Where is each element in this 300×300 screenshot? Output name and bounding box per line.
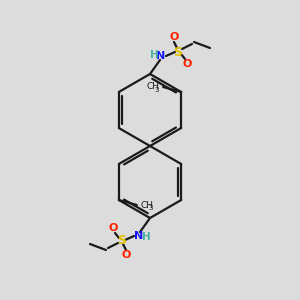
Text: S: S [173, 46, 182, 59]
Text: O: O [121, 250, 131, 260]
Text: H: H [150, 50, 158, 60]
Text: H: H [142, 232, 150, 242]
Text: N: N [134, 231, 144, 241]
Text: O: O [108, 223, 118, 233]
Text: S: S [118, 233, 127, 247]
Text: N: N [156, 51, 166, 61]
Text: 3: 3 [155, 86, 159, 92]
Text: 3: 3 [149, 206, 153, 212]
Text: CH: CH [146, 82, 159, 91]
Text: O: O [182, 59, 192, 69]
Text: CH: CH [141, 202, 154, 211]
Text: O: O [169, 32, 179, 42]
